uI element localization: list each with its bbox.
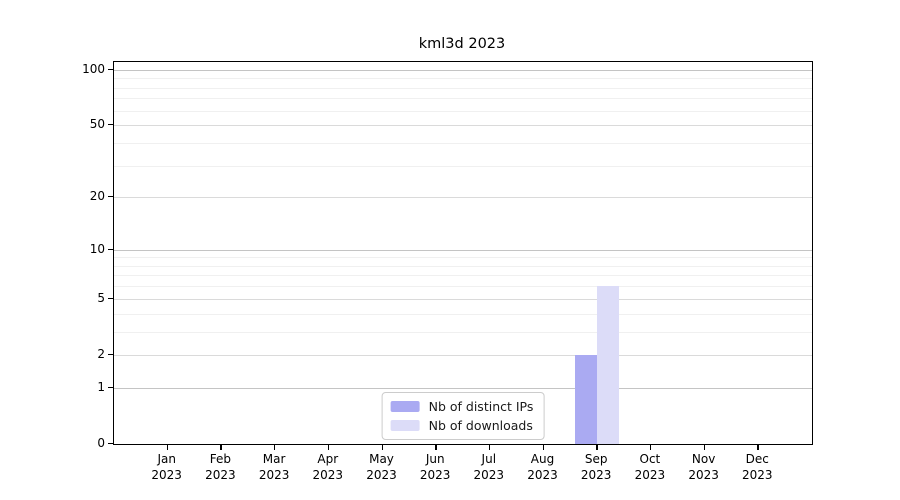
x-tick-label-oct-2023: Oct 2023: [634, 452, 666, 482]
x-tick-label-apr-2023: Apr 2023: [312, 452, 344, 482]
gridline-y-10: [114, 249, 812, 251]
x-tick-label-feb-2023: Feb 2023: [205, 452, 236, 482]
y-tick-mark-1: [108, 386, 113, 389]
legend-swatch-downloads: [390, 420, 420, 431]
gridline-y-6: [114, 286, 812, 288]
chart-title: kml3d 2023: [418, 36, 506, 52]
y-tick-label-10: 10: [89, 241, 105, 256]
x-tick-label-aug-2023: Aug 2023: [527, 452, 558, 482]
y-tick-mark-20: [108, 196, 113, 198]
y-tick-label-100: 100: [82, 61, 105, 76]
legend-item-distinct-ips: Nb of distinct IPs: [390, 399, 534, 414]
gridline-y-9: [114, 257, 812, 259]
x-tick-label-jul-2023: Jul 2023: [473, 452, 505, 482]
x-tick-mark-dec-2023: [757, 445, 759, 450]
x-tick-mark-jul-2023: [488, 445, 491, 450]
x-tick-mark-aug-2023: [542, 445, 544, 450]
y-tick-label-20: 20: [89, 189, 105, 204]
gridline-y-70: [114, 98, 812, 100]
x-tick-label-mar-2023: Mar 2023: [258, 452, 290, 482]
gridline-y-7: [114, 275, 812, 277]
legend-swatch-distinct-ips: [390, 401, 420, 412]
x-tick-mark-jan-2023: [166, 445, 169, 450]
legend-item-downloads: Nb of downloads: [390, 418, 534, 433]
y-tick-mark-50: [108, 124, 113, 126]
x-tick-label-nov-2023: Nov 2023: [688, 452, 719, 482]
x-tick-mark-nov-2023: [703, 445, 705, 450]
y-tick-label-5: 5: [97, 290, 105, 305]
x-tick-mark-feb-2023: [220, 445, 222, 450]
x-tick-label-sep-2023: Sep 2023: [580, 452, 612, 482]
legend-label-distinct-ips: Nb of distinct IPs: [428, 399, 534, 414]
plot-area: Nb of distinct IPs Nb of downloads: [113, 61, 813, 445]
x-tick-mark-sep-2023: [596, 445, 598, 450]
gridline-y-20: [114, 197, 812, 199]
gridline-y-1: [114, 387, 812, 389]
y-tick-label-0: 0: [97, 436, 105, 450]
gridline-y-4: [114, 313, 812, 315]
gridline-y-40: [114, 142, 812, 144]
x-tick-mark-jun-2023: [435, 445, 437, 450]
gridline-y-30: [114, 165, 812, 167]
x-tick-mark-may-2023: [381, 445, 383, 450]
legend: Nb of distinct IPs Nb of downloads: [381, 392, 545, 440]
gridline-y-50: [114, 125, 812, 127]
x-tick-label-dec-2023: Dec 2023: [742, 452, 773, 482]
gridline-y-80: [114, 87, 812, 89]
gridline-y-3: [114, 331, 812, 333]
x-tick-label-jan-2023: Jan 2023: [151, 452, 182, 482]
y-tick-mark-5: [108, 297, 113, 300]
bar-nb-of-downloads-sep-2023: [597, 286, 620, 444]
gridline-y-100: [114, 69, 812, 71]
gridline-y-8: [114, 265, 812, 267]
y-tick-label-50: 50: [89, 117, 105, 132]
y-tick-mark-100: [108, 68, 113, 71]
x-tick-mark-apr-2023: [327, 445, 330, 450]
gridline-y-5: [114, 298, 812, 300]
y-tick-mark-2: [108, 353, 113, 356]
bar-nb-of-distinct-ips-sep-2023: [575, 354, 598, 444]
gridline-y-60: [114, 110, 812, 112]
x-tick-label-jun-2023: Jun 2023: [419, 452, 451, 482]
y-tick-mark-10: [108, 248, 113, 250]
gridline-y-90: [114, 78, 812, 80]
legend-label-downloads: Nb of downloads: [428, 418, 533, 433]
gridline-y-2: [114, 354, 812, 356]
y-tick-label-2: 2: [97, 346, 105, 361]
x-tick-mark-oct-2023: [649, 445, 652, 450]
y-tick-label-1: 1: [97, 379, 105, 394]
x-tick-mark-mar-2023: [274, 445, 276, 450]
x-tick-label-may-2023: May 2023: [366, 452, 397, 482]
y-tick-mark-0: [108, 443, 113, 445]
